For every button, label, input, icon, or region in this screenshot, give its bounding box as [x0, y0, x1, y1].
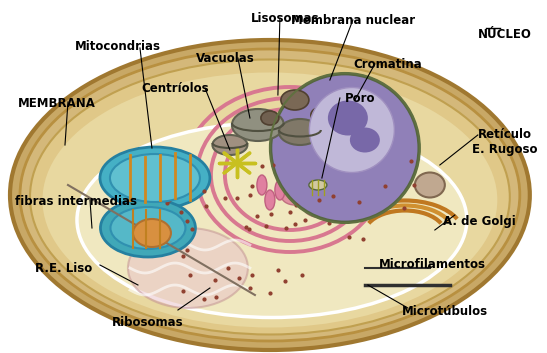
Ellipse shape [302, 192, 337, 217]
Text: Microtúbulos: Microtúbulos [402, 305, 488, 318]
Ellipse shape [350, 127, 380, 152]
Ellipse shape [265, 190, 275, 210]
Ellipse shape [261, 111, 279, 125]
Ellipse shape [110, 207, 185, 249]
Text: A. de Golgi: A. de Golgi [444, 215, 516, 228]
Ellipse shape [275, 180, 285, 200]
Text: Retículo
E. Rugoso: Retículo E. Rugoso [472, 128, 538, 156]
Ellipse shape [329, 176, 351, 194]
Ellipse shape [279, 119, 321, 145]
Ellipse shape [20, 49, 520, 341]
Text: Vacuolas: Vacuolas [195, 52, 254, 65]
Text: MEMBRANA: MEMBRANA [18, 97, 96, 110]
Ellipse shape [415, 173, 445, 197]
Text: Poro: Poro [345, 92, 375, 105]
Ellipse shape [212, 135, 247, 155]
Text: Cromatina: Cromatina [353, 58, 422, 71]
Text: Mitocondrias: Mitocondrias [75, 40, 161, 53]
Text: Centríolos: Centríolos [141, 82, 209, 95]
Text: Lisosomas: Lisosomas [251, 12, 319, 25]
Ellipse shape [43, 72, 497, 328]
Ellipse shape [281, 90, 309, 110]
Text: NÚCLEO: NÚCLEO [478, 28, 532, 41]
Ellipse shape [100, 147, 210, 209]
Ellipse shape [30, 60, 510, 335]
Ellipse shape [77, 122, 467, 317]
Text: Microfilamentos: Microfilamentos [379, 258, 486, 271]
Ellipse shape [271, 74, 419, 222]
Ellipse shape [10, 40, 530, 350]
Text: R.E. Liso: R.E. Liso [35, 262, 92, 275]
Ellipse shape [328, 101, 368, 136]
Text: Membrana nuclear: Membrana nuclear [291, 14, 415, 27]
Ellipse shape [310, 88, 394, 173]
Ellipse shape [101, 199, 195, 257]
Text: fibras intermedias: fibras intermedias [15, 195, 137, 208]
Ellipse shape [281, 185, 309, 205]
Ellipse shape [110, 154, 200, 202]
Ellipse shape [309, 180, 327, 190]
Ellipse shape [232, 109, 284, 141]
Ellipse shape [311, 107, 333, 123]
Ellipse shape [133, 219, 171, 247]
Ellipse shape [257, 175, 267, 195]
Ellipse shape [128, 228, 248, 308]
Text: Ribosomas: Ribosomas [112, 316, 184, 329]
